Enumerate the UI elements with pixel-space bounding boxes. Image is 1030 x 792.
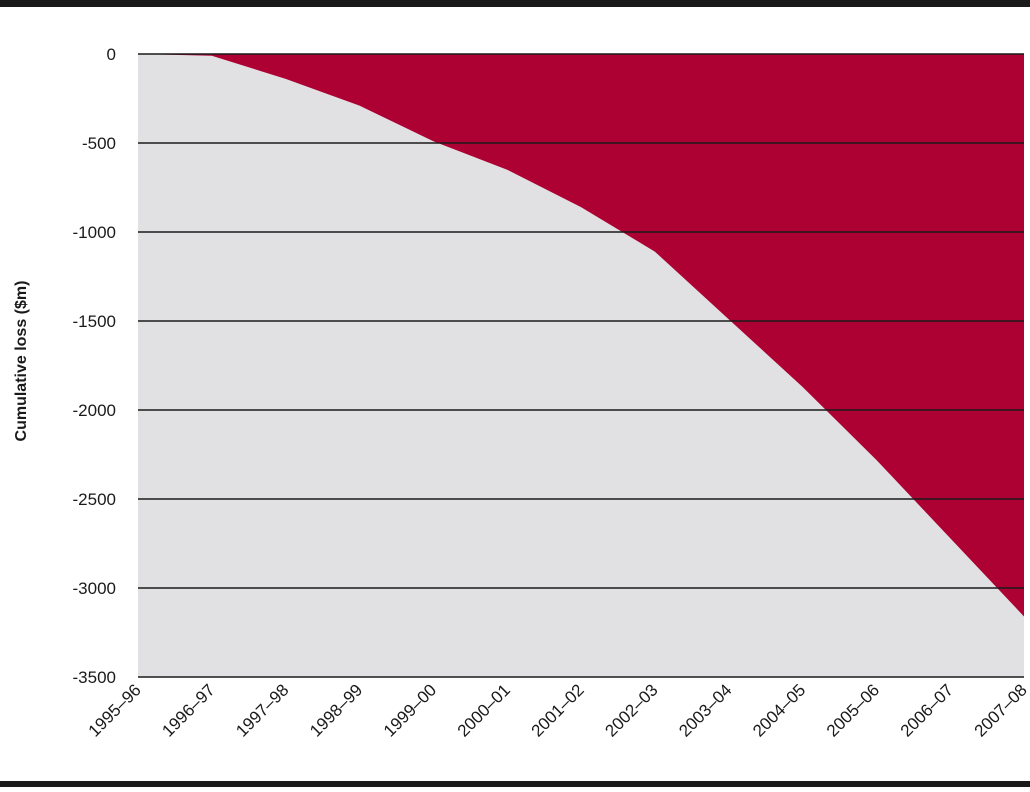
x-tick-label: 2001–02 [528, 680, 588, 740]
x-tick-label: 2002–03 [601, 680, 661, 740]
x-tick-label: 2003–04 [675, 680, 735, 740]
y-tick-label: -2000 [73, 401, 116, 420]
x-tick-label: 2006–07 [897, 680, 957, 740]
y-tick-label: -500 [82, 134, 116, 153]
y-axis-title: Cumulative loss ($m) [13, 281, 30, 442]
x-tick-label: 2005–06 [823, 680, 883, 740]
x-tick-label: 1995–96 [85, 680, 145, 740]
y-tick-label: -2500 [73, 490, 116, 509]
x-tick-label: 2007–08 [971, 680, 1030, 740]
x-tick-label: 1997–98 [232, 680, 292, 740]
x-tick-label: 2000–01 [454, 680, 514, 740]
y-tick-label: -3500 [73, 668, 116, 687]
y-tick-label: -1000 [73, 223, 116, 242]
x-tick-label: 1998–99 [306, 680, 366, 740]
y-tick-label: -1500 [73, 312, 116, 331]
y-tick-label: 0 [107, 45, 116, 64]
y-tick-label: -3000 [73, 579, 116, 598]
x-tick-label: 1996–97 [158, 680, 218, 740]
top-frame-rule [0, 0, 1030, 7]
bottom-frame-rule [0, 781, 1030, 787]
x-tick-label: 1999–00 [380, 680, 440, 740]
y-axis-ticks: 0 -500 -1000 -1500 -2000 -2500 -3000 -3500 [73, 45, 116, 687]
x-tick-label: 2004–05 [749, 680, 809, 740]
